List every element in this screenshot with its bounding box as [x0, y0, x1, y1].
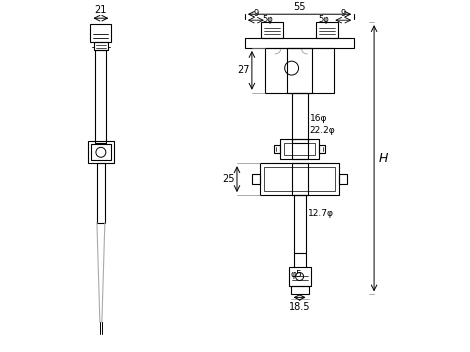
- Text: 55: 55: [293, 2, 306, 12]
- Bar: [95, 50, 106, 143]
- Text: 27: 27: [237, 65, 250, 75]
- Text: φ5: φ5: [290, 270, 302, 279]
- Bar: [284, 143, 315, 155]
- Bar: [289, 266, 311, 287]
- Text: 9: 9: [341, 9, 346, 18]
- Text: 5φ: 5φ: [319, 15, 329, 24]
- Bar: [94, 42, 108, 50]
- Bar: [88, 142, 114, 163]
- Text: 22.2φ: 22.2φ: [310, 126, 335, 136]
- Text: 12.7φ: 12.7φ: [307, 209, 334, 218]
- Bar: [245, 38, 354, 48]
- Bar: [291, 93, 307, 143]
- Text: 18.5: 18.5: [289, 302, 310, 312]
- Bar: [260, 163, 339, 195]
- Bar: [316, 22, 338, 38]
- Bar: [294, 195, 306, 253]
- Bar: [280, 139, 320, 159]
- Bar: [274, 145, 280, 153]
- Text: 9: 9: [253, 9, 258, 18]
- Bar: [265, 48, 334, 93]
- Bar: [261, 22, 282, 38]
- Text: 5φ: 5φ: [263, 15, 274, 24]
- Bar: [291, 139, 307, 159]
- Bar: [287, 48, 313, 93]
- Bar: [291, 163, 307, 195]
- Text: 21: 21: [94, 5, 107, 15]
- Bar: [339, 174, 347, 184]
- Text: 25: 25: [222, 174, 235, 184]
- Bar: [91, 144, 111, 160]
- Text: 16φ: 16φ: [310, 114, 327, 122]
- Bar: [290, 287, 308, 294]
- Bar: [97, 163, 105, 223]
- Bar: [320, 145, 325, 153]
- Bar: [90, 24, 111, 42]
- Bar: [252, 174, 260, 184]
- Text: H: H: [379, 152, 388, 165]
- Bar: [264, 167, 335, 191]
